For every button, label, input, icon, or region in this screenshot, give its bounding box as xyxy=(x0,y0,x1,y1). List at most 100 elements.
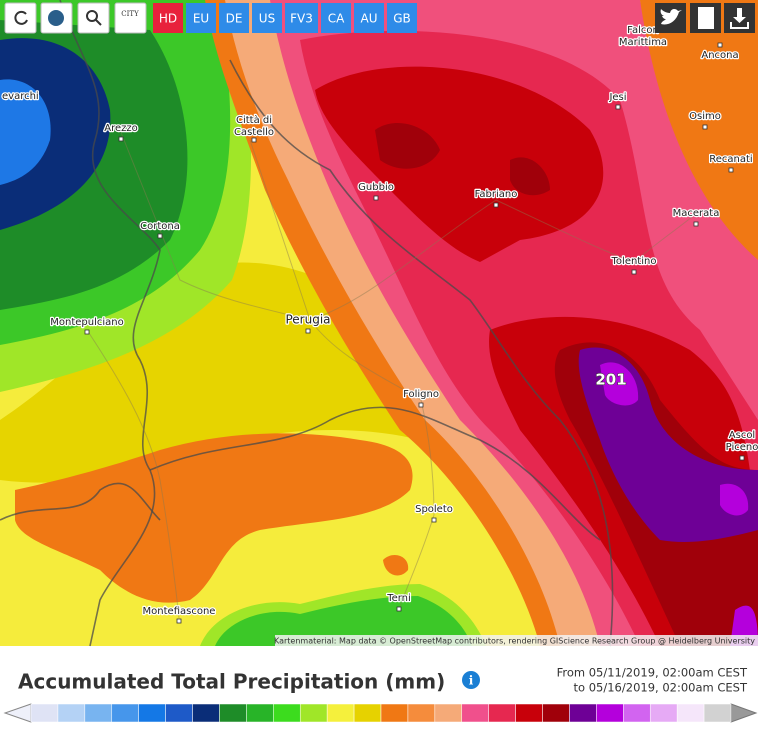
scale-swatch xyxy=(138,703,166,723)
model-button[interactable] xyxy=(387,3,417,33)
scale-swatch xyxy=(488,703,516,723)
color-scale xyxy=(3,703,758,723)
model-label: AU xyxy=(361,12,378,26)
place-label: Osimo xyxy=(689,111,721,122)
place-label: Jesi xyxy=(608,92,626,103)
precip-zone xyxy=(510,157,550,196)
place-label: evarchi xyxy=(2,91,39,102)
model-button[interactable] xyxy=(153,3,183,33)
place-label: Castello xyxy=(234,127,274,138)
place-label: Montepulciano xyxy=(50,317,123,328)
period-to: to 05/16/2019, 02:00am CEST xyxy=(574,681,748,695)
place-dot xyxy=(693,221,699,227)
place-label: Ascol xyxy=(729,430,755,441)
place-dot xyxy=(493,202,499,208)
scale-swatch xyxy=(326,703,355,723)
model-label: EU xyxy=(193,12,209,26)
city-button[interactable] xyxy=(114,2,147,34)
precip-zone xyxy=(215,596,472,646)
place-label: Fabriano xyxy=(475,189,518,200)
model-label: DE xyxy=(226,12,243,26)
place-label: Gubbio xyxy=(358,182,394,193)
place-label: Montefiascone xyxy=(143,606,216,617)
place-label: Città di xyxy=(236,114,272,126)
model-button[interactable] xyxy=(321,3,351,33)
refresh-button[interactable] xyxy=(4,2,37,34)
place-label: Terni xyxy=(386,593,411,604)
scale-swatch xyxy=(434,703,463,723)
place-dot xyxy=(305,328,311,334)
legend-title: Accumulated Total Precipitation (mm) xyxy=(18,670,445,694)
scale-swatch xyxy=(676,703,705,723)
road xyxy=(249,139,435,611)
model-button[interactable] xyxy=(186,3,216,33)
model-button[interactable] xyxy=(285,3,318,33)
scale-swatch xyxy=(57,703,86,723)
scale-swatch xyxy=(353,703,382,723)
info-icon: i xyxy=(469,674,474,688)
scale-swatch xyxy=(703,703,732,723)
precip-zone xyxy=(600,362,639,406)
scale-swatch xyxy=(461,703,489,723)
region-border xyxy=(59,0,161,647)
region-border xyxy=(149,406,601,541)
place-dot xyxy=(728,167,734,173)
legend-panel: Accumulated Total Precipitation (mm) i F… xyxy=(3,666,758,723)
city-icon: CITY xyxy=(121,10,139,18)
place-label: Spoleto xyxy=(415,504,453,515)
place-label: Foligno xyxy=(403,389,439,400)
scale-swatch xyxy=(30,703,59,723)
model-label: FV3 xyxy=(290,12,313,26)
scale-swatch xyxy=(192,703,220,723)
scale-swatch xyxy=(84,703,113,723)
model-label: HD xyxy=(159,12,177,26)
scale-swatch xyxy=(407,703,436,723)
model-button[interactable] xyxy=(219,3,249,33)
place-dot xyxy=(84,329,90,335)
model-label: CA xyxy=(328,12,345,26)
precip-zone xyxy=(375,122,440,169)
place-dot xyxy=(373,195,379,201)
attribution: Kartenmaterial: Map data © OpenStreetMap… xyxy=(274,637,755,646)
place-label: Ancona xyxy=(701,50,738,61)
scale-swatch xyxy=(111,703,139,723)
place-dot xyxy=(702,124,708,130)
max-value-label: 201 xyxy=(595,371,626,389)
precip-zone xyxy=(0,79,51,185)
scale-swatch xyxy=(596,703,624,723)
scale-swatch xyxy=(649,703,678,723)
place-dot xyxy=(396,606,402,612)
period-from: From 05/11/2019, 02:00am CEST xyxy=(557,666,748,680)
zoom-button[interactable] xyxy=(77,2,110,34)
scale-swatch xyxy=(542,703,570,723)
refresh-icon xyxy=(14,10,28,25)
download-icon xyxy=(730,8,749,29)
place-dot xyxy=(157,233,163,239)
place-label: Marittima xyxy=(619,37,667,48)
road xyxy=(119,129,701,321)
model-button[interactable] xyxy=(354,3,384,33)
place-label: Falcon xyxy=(627,25,659,36)
place-dot xyxy=(717,42,723,48)
scale-swatch xyxy=(569,703,597,723)
toolbar: CITY HD EU DE US FV3 CA AU GB xyxy=(4,2,755,34)
twitter-icon xyxy=(660,8,682,25)
place-label: Macerata xyxy=(673,208,720,219)
region-border xyxy=(0,482,161,521)
zoom-icon xyxy=(86,10,98,22)
info-button[interactable] xyxy=(462,671,480,689)
facebook-icon xyxy=(698,7,714,29)
model-label: US xyxy=(259,12,275,26)
precip-zone xyxy=(720,483,749,516)
model-button[interactable] xyxy=(252,3,282,33)
scale-swatch xyxy=(515,703,543,723)
place-dot xyxy=(615,104,621,110)
place-dot xyxy=(739,455,745,461)
place-label: Perugia xyxy=(285,313,330,327)
scale-arrow-right xyxy=(730,703,758,723)
place-label: Piceno xyxy=(726,442,758,453)
globe-icon xyxy=(48,10,64,26)
scale-swatch xyxy=(623,703,651,723)
